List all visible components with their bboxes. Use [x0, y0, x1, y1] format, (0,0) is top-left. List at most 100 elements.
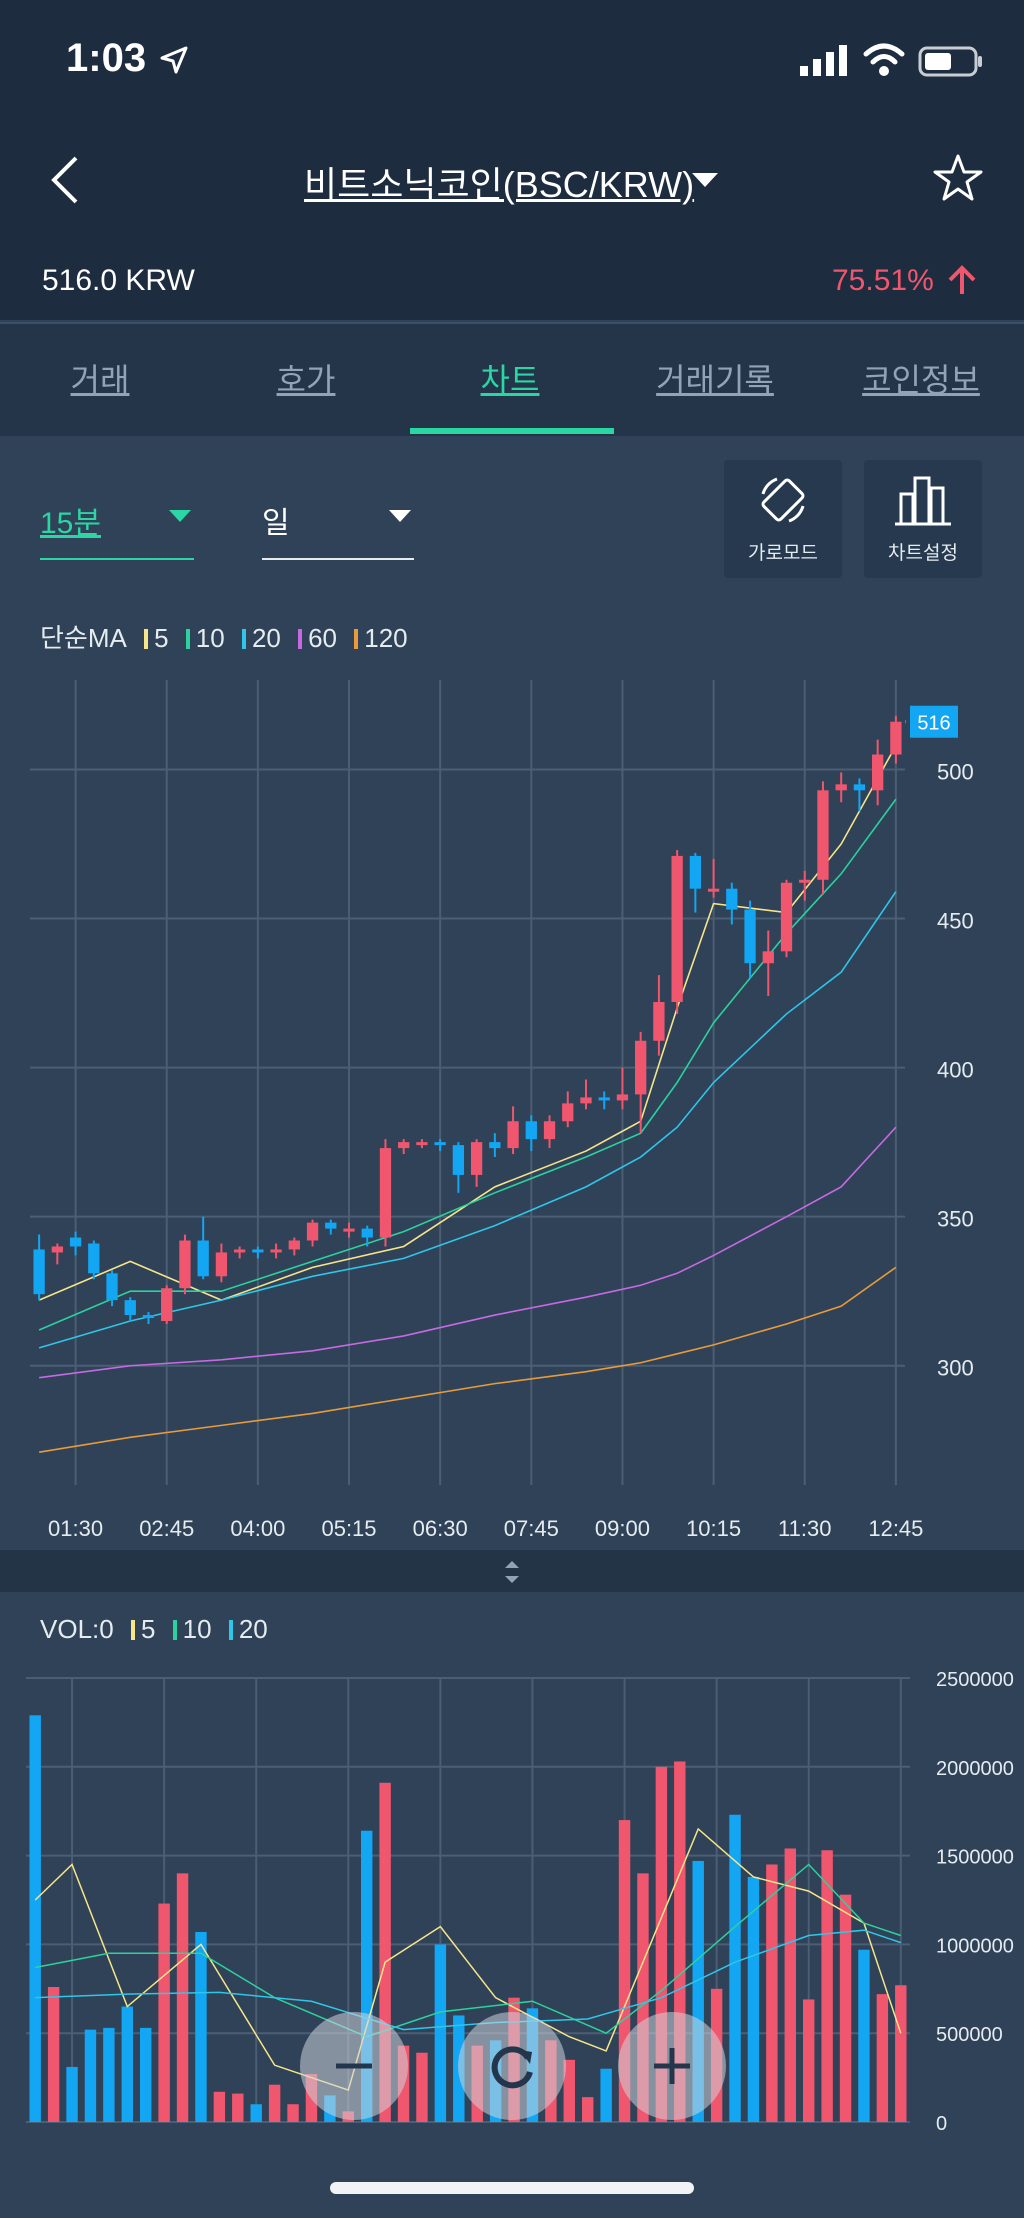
candle-body — [325, 1222, 337, 1229]
chart-settings-button[interactable]: 차트설정 — [864, 460, 982, 578]
candle-body — [726, 888, 738, 910]
period-caret-icon — [389, 510, 411, 522]
price-axis-label: 500 — [937, 759, 974, 784]
candle-body — [780, 882, 793, 952]
time-axis-label: 02:45 — [139, 1516, 194, 1541]
chart-resize-handle[interactable] — [0, 1550, 1024, 1592]
vol-legend-label: VOL:0 — [40, 1614, 114, 1644]
ma60-legend: 60 — [298, 623, 337, 654]
candle-body — [507, 1121, 519, 1149]
candle-body — [452, 1145, 465, 1175]
volume-bar — [581, 2097, 594, 2122]
zoom-in-button[interactable] — [618, 2012, 726, 2120]
candle-body — [835, 784, 847, 791]
vol-ma20-legend: 20 — [228, 1614, 268, 1645]
ma120-line — [38, 1266, 897, 1453]
volume-bar — [563, 2059, 576, 2122]
candle-body — [270, 1249, 282, 1253]
candle-body — [252, 1249, 264, 1253]
reset-chart-button[interactable] — [458, 2012, 566, 2120]
tab-trade[interactable]: 거래 — [70, 362, 130, 398]
candle-body — [197, 1240, 209, 1277]
volume-bar — [66, 2066, 78, 2122]
volume-axis-label: 1500000 — [936, 1847, 1014, 1869]
tab-orderbook[interactable]: 호가 — [276, 362, 336, 398]
caret-down-icon[interactable] — [690, 170, 720, 190]
back-chevron-icon[interactable] — [46, 152, 86, 208]
volume-bar — [876, 1994, 889, 2122]
price-axis-label: 350 — [937, 1207, 974, 1232]
coin-title-selector[interactable]: 비트소닉코인(BSC/KRW) — [304, 164, 695, 205]
time-axis-label: 01:30 — [48, 1516, 103, 1541]
volume-axis-label: 1000000 — [936, 1935, 1014, 1957]
time-axis-label: 05:15 — [321, 1516, 376, 1541]
volume-axis-label: 2000000 — [936, 1758, 1014, 1780]
volume-bar — [618, 1820, 631, 2122]
vol-ma5-line — [34, 1827, 902, 2091]
candle-body — [51, 1246, 63, 1253]
battery-icon — [918, 46, 982, 77]
ma60-line — [39, 1126, 897, 1379]
resize-arrows-icon — [505, 1561, 519, 1583]
candle-body — [69, 1237, 82, 1247]
ma120-legend: 120 — [354, 623, 408, 654]
candle-body — [416, 1142, 428, 1146]
vol-ma5-legend: 5 — [130, 1614, 155, 1645]
plus-icon — [654, 2048, 690, 2084]
volume-bar — [195, 1931, 207, 2122]
ma20-legend: 20 — [241, 623, 281, 654]
volume-bar — [858, 1949, 870, 2122]
period-value: 일 — [262, 507, 290, 540]
volume-axis-label: 0 — [936, 2113, 947, 2130]
candle-body — [142, 1315, 155, 1319]
tab-coin-info[interactable]: 코인정보 — [862, 362, 980, 398]
candle-body — [306, 1222, 319, 1241]
volume-bar — [84, 2029, 97, 2122]
candle-body — [580, 1097, 592, 1104]
time-axis-label: 10:15 — [686, 1516, 741, 1541]
candle-body — [598, 1097, 610, 1101]
candle-body — [470, 1142, 483, 1175]
vol-ma10-legend: 10 — [172, 1614, 212, 1645]
candle-body — [179, 1240, 191, 1289]
volume-legend: VOL:0 5 10 20 — [40, 1614, 278, 1645]
price-axis-label: 450 — [937, 909, 974, 934]
tab-chart[interactable]: 차트 — [480, 362, 540, 398]
ma-legend-label: 단순MA — [40, 623, 127, 653]
volume-bar — [250, 2104, 262, 2122]
volume-bar — [784, 1848, 797, 2122]
volume-bar — [600, 2068, 612, 2122]
favorite-star-icon[interactable] — [932, 152, 984, 204]
volume-bar — [637, 1873, 649, 2122]
candle-body — [853, 784, 866, 791]
tab-trade-history[interactable]: 거래기록 — [656, 362, 774, 398]
bar-chart-icon — [895, 476, 951, 526]
landscape-mode-button[interactable]: 가로모드 — [724, 460, 842, 578]
time-axis-label: 11:30 — [778, 1516, 831, 1541]
volume-bar — [674, 1761, 686, 2122]
volume-bar — [103, 2027, 115, 2122]
price-candlestick-chart[interactable]: 300 350 400 450 500 01:30 02:45 04:00 05:15 06:30… — [0, 670, 1024, 1550]
rotate-screen-icon — [761, 477, 805, 523]
candle-body — [653, 1002, 665, 1041]
period-dropdown[interactable]: 일 — [262, 468, 414, 560]
vol-ma10-line — [35, 1863, 902, 2038]
header-bar: 1:03 비트소닉코인(BSC/KRW) 516.0 KRW 75.51% — [0, 0, 1024, 320]
volume-bar — [747, 1876, 760, 2122]
zoom-out-button[interactable] — [300, 2012, 408, 2120]
status-time: 1:03 — [66, 36, 147, 80]
candle-body — [398, 1142, 410, 1149]
interval-dropdown[interactable]: 15분 — [40, 468, 194, 560]
time-axis-label: 06:30 — [413, 1516, 468, 1541]
candle-body — [233, 1249, 246, 1253]
volume-bar — [47, 1987, 60, 2122]
candle-body — [872, 754, 884, 791]
volume-axis-label: 2500000 — [936, 1669, 1014, 1691]
last-price-label: 516 — [917, 713, 950, 735]
volume-bar — [729, 1814, 741, 2122]
refresh-icon — [491, 2046, 533, 2089]
active-tab-indicator — [410, 428, 614, 434]
candle-body — [106, 1273, 118, 1301]
ma10-legend: 10 — [185, 623, 225, 654]
volume-bar — [821, 1850, 833, 2122]
